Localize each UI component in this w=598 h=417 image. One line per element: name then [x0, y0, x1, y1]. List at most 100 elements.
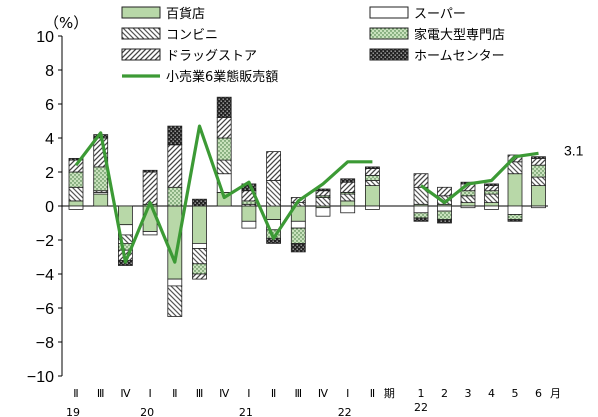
year-label: 19 [66, 406, 80, 417]
bar-segment [241, 220, 257, 229]
x-tick-label: Ⅰ [346, 387, 349, 400]
bar-segment [192, 263, 207, 275]
y-tick-label: 4 [45, 131, 54, 148]
x-tick-label: Ⅰ [148, 387, 151, 400]
axis-labels: Ⅱ Ⅲ Ⅳ Ⅰ Ⅱ Ⅲ Ⅳ Ⅰ Ⅱ Ⅲ Ⅳ Ⅰ Ⅱ 1 2 3 4 5 6 期 月 19 20 21 22 22 [66, 387, 561, 417]
bar-segment [167, 125, 183, 146]
bar-segment [507, 205, 523, 215]
y-tick-label: 2 [45, 165, 54, 182]
bar-segment [413, 217, 429, 222]
bar-segment [413, 205, 429, 214]
trend-line: 3.1 [74, 124, 584, 264]
bar-segment [192, 205, 207, 244]
bar-segment [216, 96, 232, 118]
bar-segment [340, 178, 356, 183]
x-tick-label: 2 [441, 387, 448, 400]
month-label: 月 [550, 387, 561, 400]
bar-segment [507, 214, 523, 220]
bar-segment [484, 190, 499, 195]
year-label: 21 [239, 406, 253, 417]
bar-segment [531, 205, 546, 209]
legend-swatch [121, 27, 161, 40]
trend-line-monthly [420, 151, 539, 205]
y-tick-label: −6 [36, 301, 54, 318]
bar-segment [460, 190, 476, 197]
final-value-label: 3.1 [564, 142, 584, 158]
bar-segment [216, 117, 232, 139]
bar-segment [68, 205, 84, 210]
bar-segment [364, 168, 380, 176]
y-tick-label: 10 [36, 29, 54, 46]
legend-label: ホームセンター [414, 49, 505, 64]
bar-segment [290, 242, 306, 253]
bar-segment [266, 151, 282, 181]
bar-segment [460, 195, 476, 204]
y-tick-label: −10 [27, 369, 54, 386]
legend-swatch [369, 48, 409, 61]
legend-swatch [369, 6, 409, 19]
bar-segment [167, 186, 183, 207]
legend-label: スーパー [414, 7, 466, 22]
bar-segment [531, 185, 546, 207]
x-tick-label: 5 [512, 387, 519, 400]
legend-label: ドラッグストア [166, 49, 257, 64]
x-tick-label: Ⅳ [120, 387, 131, 400]
bar-segment [484, 193, 499, 204]
bar-segment [167, 285, 183, 317]
y-tick-label: −2 [36, 233, 54, 250]
bar-segment [531, 176, 546, 187]
bar-segment [484, 183, 499, 186]
legend-label: 小売業6業態販売額 [166, 69, 278, 85]
bar-segment [266, 180, 282, 207]
x-tick-label: Ⅱ [370, 387, 375, 400]
bar-segment [68, 186, 84, 202]
bar-segment [437, 205, 452, 212]
bar-segment [413, 173, 429, 188]
bar-segment [192, 198, 207, 207]
bar-segment [437, 186, 452, 197]
bar-segment [413, 212, 429, 219]
bar-segment [531, 156, 546, 159]
x-tick-label: 3 [465, 387, 472, 400]
year-label: 22 [338, 406, 352, 417]
x-tick-label: Ⅲ [196, 387, 204, 400]
bar-segment [340, 181, 356, 193]
x-tick-label: Ⅱ [172, 387, 177, 400]
legend-label: 家電大型専門店 [414, 27, 505, 43]
bar-segment [192, 248, 207, 265]
x-tick-label: Ⅲ [295, 387, 303, 400]
axes: 10 8 6 4 2 0 −2 −4 −6 −8 −10 [27, 29, 548, 386]
bar-segment [364, 180, 380, 186]
bar-segment [241, 205, 257, 222]
bar-segment [266, 205, 282, 221]
bars [68, 96, 546, 317]
trend-line-quarterly [74, 124, 373, 264]
x-tick-label: 1 [418, 387, 425, 400]
x-tick-label: Ⅱ [73, 387, 78, 400]
bar-segment [192, 273, 207, 280]
bar-segment [118, 205, 133, 226]
bar-segment [340, 200, 356, 207]
bar-segment [142, 169, 158, 173]
x-tick-label: Ⅲ [97, 387, 105, 400]
bar-segment [484, 202, 499, 207]
bar-segment [364, 174, 380, 181]
bar-segment [68, 171, 84, 188]
bar-segment [364, 185, 380, 207]
bar-segment [364, 205, 380, 210]
bar-segment [340, 193, 356, 202]
x-tick-label: Ⅱ [271, 387, 276, 400]
x-tick-label: Ⅳ [318, 387, 329, 400]
bar-segment [315, 197, 331, 207]
bar-segment [507, 173, 523, 207]
bar-segment [192, 242, 207, 249]
bar-segment [142, 231, 158, 236]
bar-segment [216, 137, 232, 161]
bar-segment [216, 159, 232, 175]
bar-segment [460, 202, 476, 207]
bar-segment [315, 207, 331, 217]
bar-segment [167, 144, 183, 188]
legend-swatch [369, 27, 409, 40]
bar-segment [437, 210, 452, 221]
